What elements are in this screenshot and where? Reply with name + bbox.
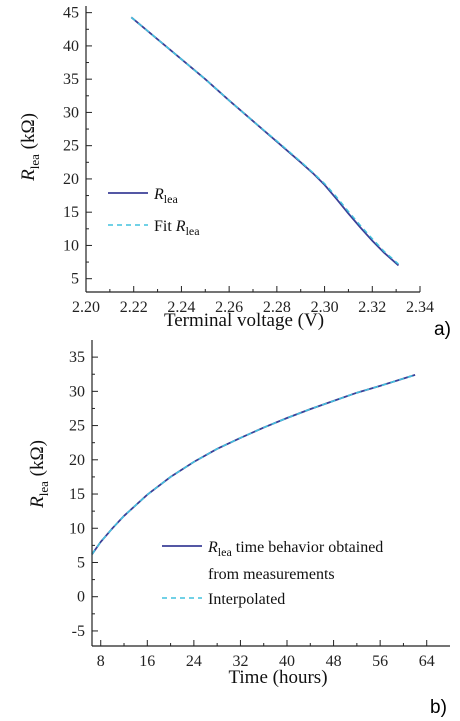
x-tick-label: 32	[232, 653, 248, 670]
legend-label-measured: Rlea time behavior obtained	[207, 539, 383, 559]
y-tick-label: 10	[69, 520, 85, 537]
y-tick-label: 15	[69, 486, 85, 503]
legend-label-fit: Fit Rlea	[154, 218, 200, 238]
x-tick-label: 2.30	[311, 299, 339, 316]
chart-a-xlabel: Terminal voltage (V)	[164, 310, 324, 331]
x-tick-label: 24	[186, 653, 202, 670]
y-tick-label: 25	[63, 138, 79, 155]
series-line-measured	[130, 16, 400, 267]
chart-a-ylabel: Rlea (kΩ)	[18, 113, 42, 182]
y-tick-label: 5	[77, 554, 85, 571]
y-tick-label: 40	[63, 38, 79, 55]
y-tick-label: 20	[63, 171, 79, 188]
x-tick-label: 2.24	[167, 299, 195, 316]
x-tick-label: 56	[372, 653, 388, 670]
x-tick-label: 2.26	[215, 299, 243, 316]
chart-a: 2.20 2.22 2.24 2.26 2.28 2.30 2.32 2.34 5 10 15 20 2…	[18, 5, 451, 340]
chart-b-ylabel: Rlea (kΩ)	[27, 440, 51, 509]
y-tick-label: 15	[63, 204, 79, 221]
y-tick-label: -5	[72, 623, 85, 640]
x-tick-label: 2.28	[263, 299, 291, 316]
panel-label-a: a)	[434, 319, 451, 340]
x-tick-label: 64	[419, 653, 435, 670]
x-tick-label: 40	[279, 653, 295, 670]
x-tick-label: 2.34	[406, 299, 434, 316]
series-line-fit	[130, 16, 399, 265]
x-tick-label: 2.22	[120, 299, 148, 316]
x-tick-label: 2.20	[72, 299, 100, 316]
y-tick-label: 0	[77, 589, 85, 606]
legend-label-measured-line2: from measurements	[208, 566, 335, 583]
y-tick-label: 30	[63, 104, 79, 121]
x-tick-label: 48	[326, 653, 342, 670]
legend-label-rlea: Rlea	[153, 186, 178, 206]
y-tick-label: 20	[69, 452, 85, 469]
chart-b-xlabel: Time (hours)	[228, 667, 327, 688]
legend-label-interpolated: Interpolated	[208, 591, 285, 608]
panel-label-b: b)	[430, 697, 447, 718]
y-tick-label: 10	[63, 237, 79, 254]
chart-a-legend: Rlea Fit Rlea	[108, 186, 200, 238]
x-tick-label: 2.32	[358, 299, 386, 316]
x-tick-label: 8	[97, 653, 105, 670]
chart-b-legend: Rlea time behavior obtained from measure…	[162, 539, 383, 608]
y-tick-label: 25	[69, 418, 85, 435]
y-tick-label: 45	[63, 5, 79, 22]
x-tick-label: 16	[139, 653, 155, 670]
y-tick-label: 35	[63, 71, 79, 88]
series-line-fit	[91, 374, 416, 555]
y-tick-label: 5	[71, 271, 79, 288]
y-tick-label: 35	[69, 349, 85, 366]
chart-b: 8 16 24 32 40 48 56 64 -5 0 5 10 15 20 25 30 35 Time (ho…	[27, 340, 450, 718]
series-line-measured	[91, 374, 416, 555]
y-tick-label: 30	[69, 383, 85, 400]
